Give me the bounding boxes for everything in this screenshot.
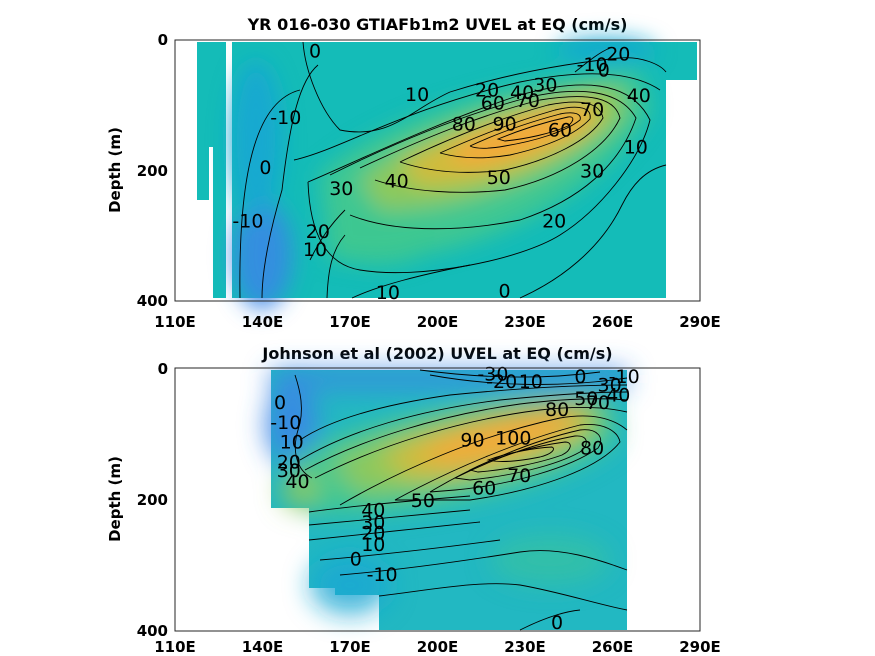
contour-label: 50	[411, 490, 435, 512]
x-tick-label: 140E	[242, 638, 284, 656]
x-tick-label: 170E	[329, 313, 371, 331]
contour-label: 60	[472, 478, 496, 500]
x-tick-label: 110E	[154, 313, 196, 331]
y-tick-label: 0	[158, 360, 168, 378]
contour-label: 0	[598, 59, 610, 81]
contour-label: 70	[516, 90, 540, 112]
contour-label: 60	[481, 93, 505, 115]
field-base-top-gap	[213, 160, 217, 298]
contour-label: 90	[460, 430, 484, 452]
contour-label: 50	[574, 388, 598, 410]
contour-label: -30	[477, 363, 508, 385]
contour-label: -10	[232, 211, 263, 233]
contour-label: 40	[285, 471, 309, 493]
x-tick-label: 200E	[417, 313, 459, 331]
contour-label: -20	[486, 371, 517, 393]
x-tick-label: 170E	[329, 638, 371, 656]
x-tick-label: 140E	[242, 313, 284, 331]
contour-label: 60	[548, 119, 572, 141]
contour-label: 10	[624, 136, 648, 158]
contour-label: 0	[274, 392, 286, 414]
contours-bottom	[294, 369, 628, 631]
contour-label: 0	[309, 40, 321, 62]
x-tick-label: 290E	[679, 313, 721, 331]
contour-label: 70	[580, 99, 604, 121]
contour-label: 30	[277, 460, 301, 482]
x-tick-label: 260E	[592, 313, 634, 331]
contour-label: 20	[542, 211, 566, 233]
contour-label: 20	[361, 522, 385, 544]
y-tick-label: 0	[158, 31, 168, 49]
contour-label: 70	[507, 465, 531, 487]
y-tick-label: 200	[137, 162, 168, 180]
contour-label: 80	[580, 438, 604, 460]
contour-label: 0	[574, 366, 586, 388]
contour-label: 20	[475, 80, 499, 102]
plot-frame-bottom	[174, 367, 701, 632]
contour-label: 10	[376, 282, 400, 304]
contour-label: 0	[499, 281, 511, 303]
contour-label: -10	[270, 412, 301, 434]
contour-label: -10	[577, 54, 608, 76]
x-tick-label: 200E	[417, 638, 459, 656]
y-tick-label: 200	[137, 491, 168, 509]
contour-label: 90	[493, 114, 517, 136]
contour-label: 20	[277, 451, 301, 473]
contour-label: 30	[580, 161, 604, 183]
contour-label: -10	[367, 564, 398, 586]
y-axis-top: 0 200 400 Depth (m)	[106, 31, 168, 310]
y-axis-label-top: Depth (m)	[106, 127, 124, 213]
contour-label: 30	[361, 512, 385, 534]
contour-label: 10	[280, 432, 304, 454]
chart-title-top: YR 016-030 GTIAFb1m2 UVEL at EQ (cm/s)	[247, 15, 628, 34]
contour-label: 80	[452, 114, 476, 136]
contour-label: -10	[270, 107, 301, 129]
contour-label: 30	[533, 74, 557, 96]
contour-label: 40	[510, 82, 534, 104]
contours-top	[239, 41, 667, 299]
contour-label: 40	[627, 85, 651, 107]
contour-label: -10	[609, 366, 640, 388]
x-tick-label: 290E	[679, 638, 721, 656]
contour-label: 30	[598, 374, 622, 396]
contour-label: 20	[306, 221, 330, 243]
y-axis-label-bottom: Depth (m)	[106, 456, 124, 542]
x-axis-bottom: 110E 140E 170E 200E 230E 260E 290E	[154, 638, 721, 656]
y-axis-bottom: 0 200 400 Depth (m)	[106, 360, 168, 640]
contour-label: 10	[361, 534, 385, 556]
contour-label: 40	[385, 170, 409, 192]
contour-label: 40	[361, 499, 385, 521]
contour-label: 10	[405, 84, 429, 106]
x-tick-label: 230E	[504, 313, 546, 331]
panel-top: YR 016-030 GTIAFb1m2 UVEL at EQ (cm/s)	[106, 15, 721, 331]
contour-label: 10	[303, 239, 327, 261]
plot-frame-top	[174, 39, 701, 302]
contour-label: 0	[350, 549, 362, 571]
contour-label: 10	[519, 371, 543, 393]
x-tick-label: 260E	[592, 638, 634, 656]
contour-label: 50	[487, 167, 511, 189]
x-tick-label: 230E	[504, 638, 546, 656]
panel-bottom: Johnson et al (2002) UVEL at EQ (cm/s)	[106, 344, 721, 656]
contour-label: 100	[495, 428, 531, 450]
contour-label: 20	[606, 44, 630, 66]
y-tick-label: 400	[137, 622, 168, 640]
chart-title-bottom: Johnson et al (2002) UVEL at EQ (cm/s)	[261, 344, 612, 363]
contour-label: 80	[545, 399, 569, 421]
x-axis-top: 110E 140E 170E 200E 230E 260E 290E	[154, 313, 721, 331]
contour-label: 0	[551, 612, 563, 634]
contour-label: 70	[586, 392, 610, 414]
x-tick-label: 110E	[154, 638, 196, 656]
contour-label: 30	[329, 178, 353, 200]
contour-label: 40	[606, 384, 630, 406]
contour-label: 0	[259, 157, 271, 179]
y-tick-label: 400	[137, 292, 168, 310]
